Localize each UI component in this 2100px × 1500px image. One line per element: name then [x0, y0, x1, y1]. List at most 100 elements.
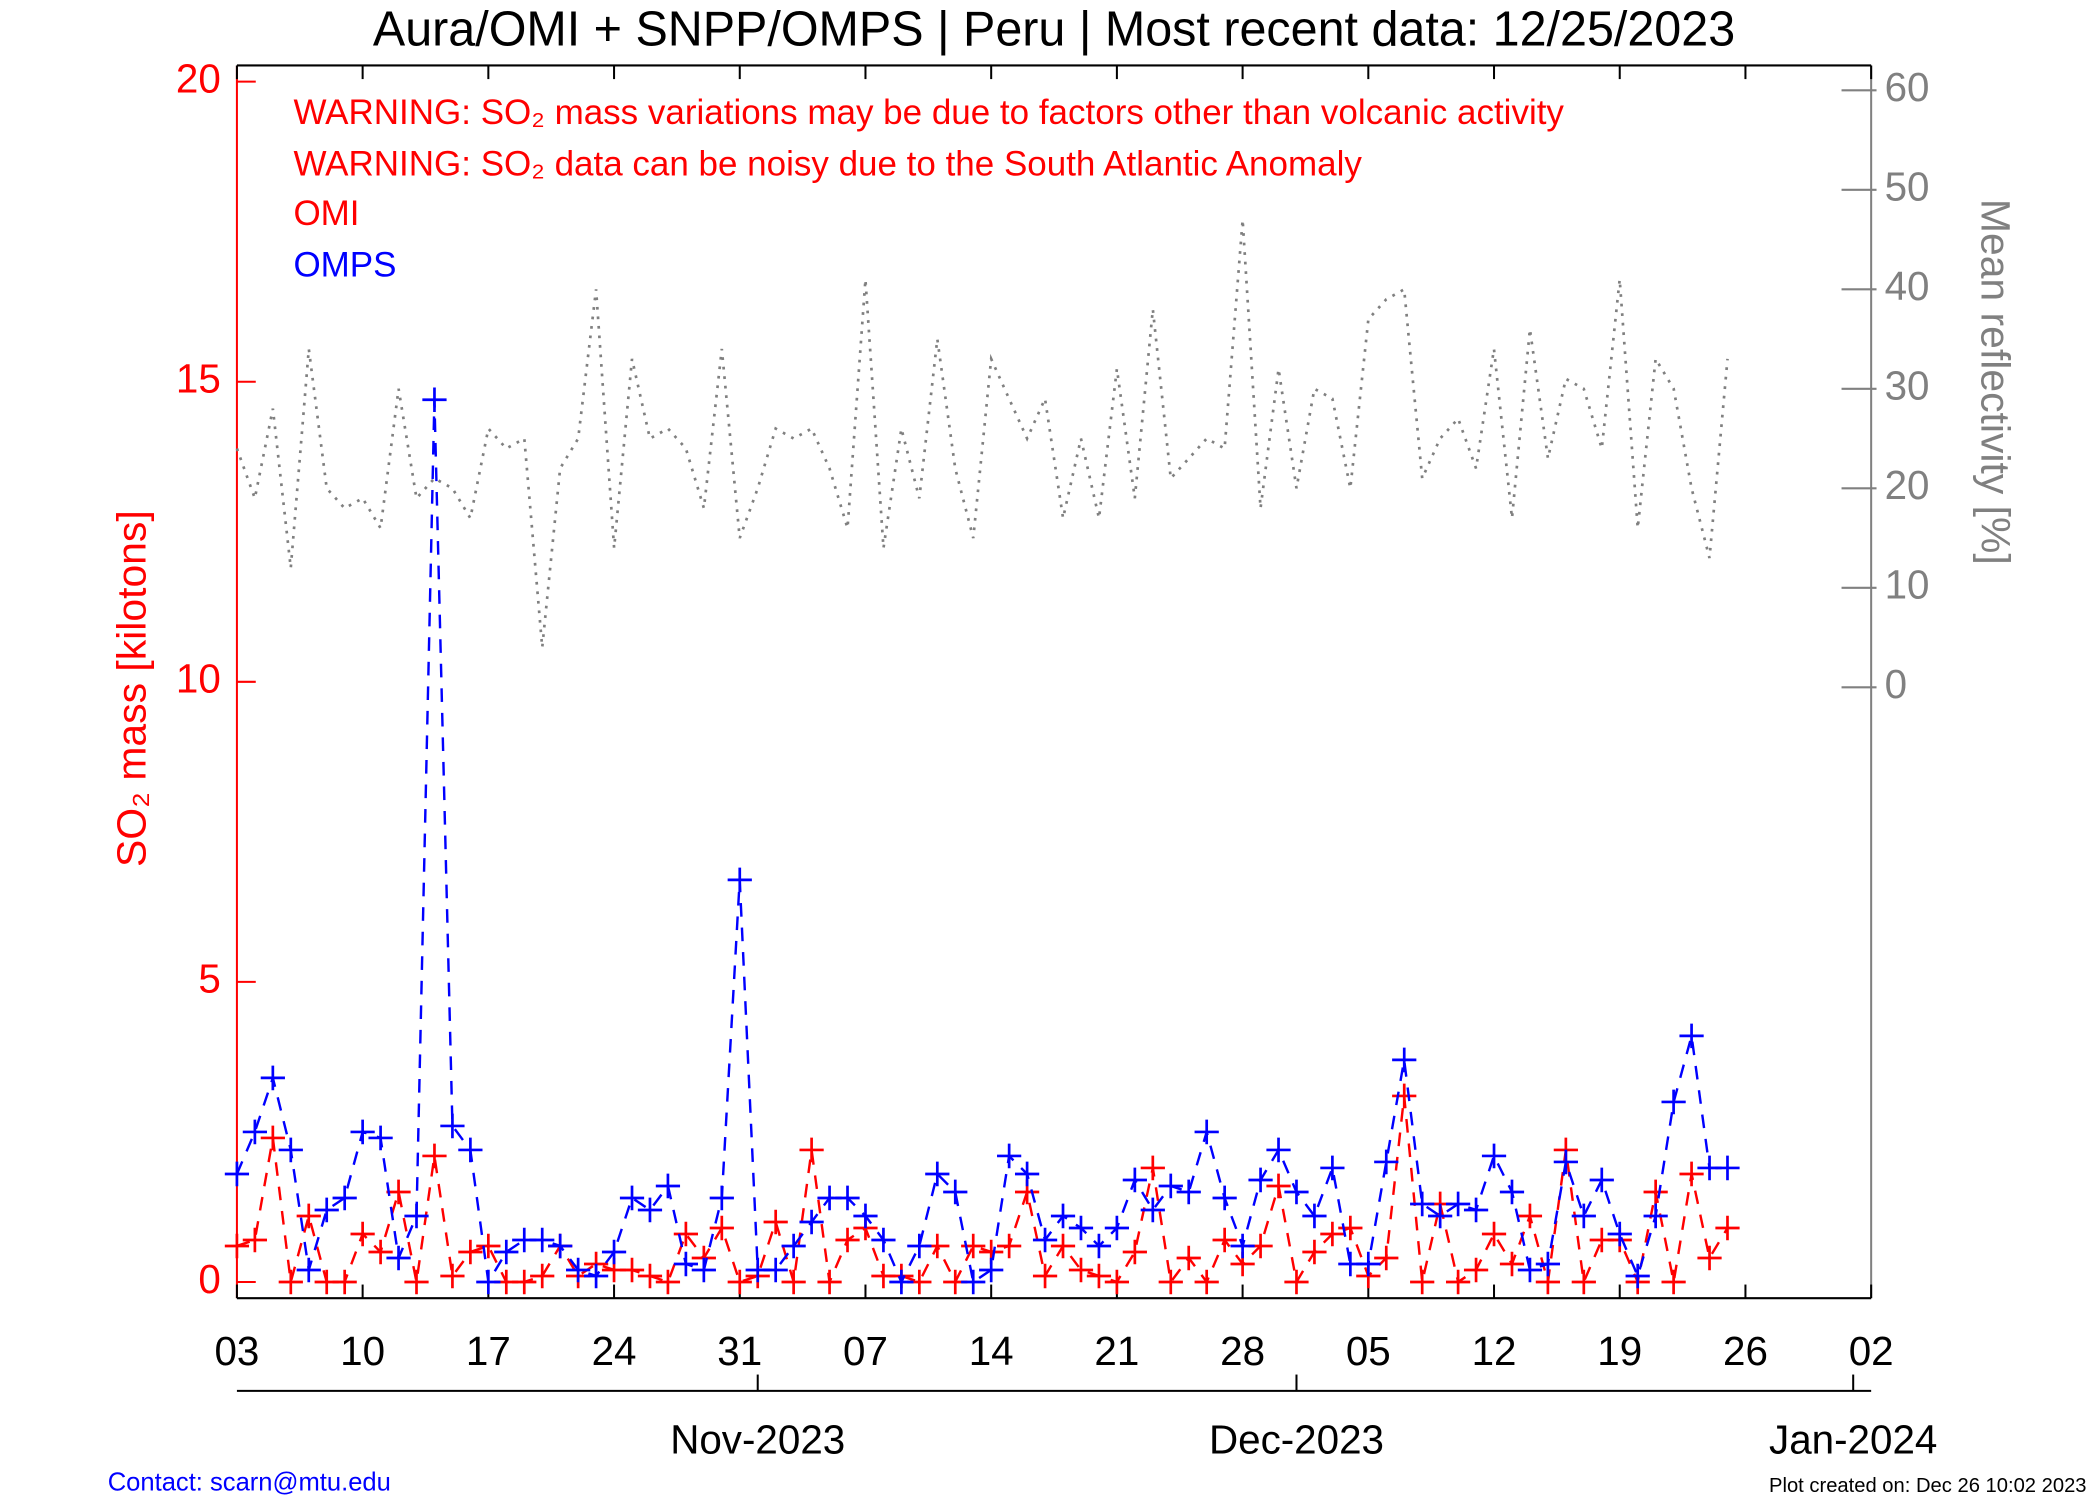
plus-marker: [853, 1203, 878, 1229]
plus-marker: [1481, 1221, 1507, 1247]
plus-marker: [1715, 1215, 1740, 1241]
plus-marker: [1194, 1119, 1219, 1145]
plus-marker: [1715, 1155, 1740, 1181]
y-tick-label: 15: [176, 355, 221, 401]
plus-marker: [440, 1263, 465, 1289]
plus-marker: [1679, 1161, 1704, 1187]
plus-marker: [817, 1269, 842, 1295]
plus-marker: [1410, 1191, 1435, 1217]
plus-marker: [709, 1215, 734, 1241]
x-tick-label: 24: [592, 1328, 637, 1374]
plus-marker: [242, 1227, 267, 1253]
plus-marker: [961, 1269, 986, 1295]
plus-marker: [889, 1269, 914, 1295]
plus-marker: [763, 1209, 788, 1235]
plus-marker: [350, 1221, 375, 1247]
plus-marker: [368, 1239, 393, 1265]
chart-title: Aura/OMI + SNPP/OMPS | Peru | Most recen…: [373, 2, 1735, 56]
plus-marker: [601, 1239, 627, 1265]
plus-marker: [530, 1263, 555, 1289]
plus-marker: [583, 1263, 609, 1289]
plus-marker: [440, 1113, 465, 1139]
series-line: [236, 1095, 1729, 1287]
plus-marker: [1428, 1203, 1453, 1229]
plus-marker: [260, 1065, 285, 1091]
x-tick-label: 10: [340, 1328, 385, 1374]
plus-marker: [1571, 1203, 1596, 1229]
plus-marker: [314, 1197, 339, 1223]
plus-marker: [1086, 1263, 1112, 1289]
plus-marker: [925, 1161, 950, 1187]
legend-entry: OMPS: [293, 245, 396, 284]
plus-marker: [1014, 1161, 1040, 1187]
plus-marker: [1481, 1143, 1507, 1169]
plus-marker: [422, 387, 447, 413]
plus-marker: [1140, 1155, 1165, 1181]
plus-marker: [1445, 1269, 1471, 1295]
plus-marker: [1392, 1047, 1417, 1073]
plus-marker: [1050, 1203, 1076, 1229]
plus-marker: [1571, 1269, 1596, 1295]
plus-marker: [835, 1185, 860, 1211]
month-tick-label: Jan-2024: [1769, 1416, 1937, 1462]
plus-marker: [1140, 1197, 1165, 1223]
x-tick-label: 31: [717, 1328, 762, 1374]
plus-marker: [1338, 1215, 1363, 1241]
y2-tick-label: 0: [1885, 661, 1907, 707]
y-tick-label: 20: [176, 55, 221, 101]
plus-marker: [1212, 1185, 1237, 1211]
plus-marker: [422, 1143, 447, 1169]
plus-marker: [1661, 1089, 1686, 1115]
x-tick-label: 12: [1472, 1328, 1517, 1374]
plus-marker: [907, 1233, 932, 1259]
plus-marker: [1697, 1245, 1722, 1271]
plus-marker: [242, 1119, 267, 1145]
plus-marker: [458, 1137, 483, 1163]
y-tick-label: 5: [198, 955, 220, 1001]
plus-marker: [1392, 1083, 1417, 1109]
warning: WARNING: SO₂ data can be noisy due to th…: [293, 145, 1362, 184]
contact: Contact: scarn@mtu.edu: [108, 1468, 391, 1496]
plus-marker: [637, 1197, 663, 1223]
plus-marker: [1248, 1167, 1273, 1193]
plus-marker: [332, 1185, 357, 1211]
plus-marker: [1194, 1269, 1219, 1295]
x-tick-label: 03: [214, 1328, 259, 1374]
plus-marker: [1607, 1221, 1632, 1247]
x-tick-label: 17: [466, 1328, 511, 1374]
plus-marker: [1122, 1167, 1147, 1193]
plus-marker: [296, 1203, 321, 1229]
plus-marker: [979, 1257, 1004, 1283]
plus-marker: [1320, 1155, 1345, 1181]
plus-marker: [1463, 1197, 1489, 1223]
plus-marker: [1212, 1227, 1237, 1253]
plus-marker: [673, 1251, 699, 1277]
plus-marker: [1266, 1137, 1291, 1163]
month-tick-label: Dec-2023: [1209, 1416, 1384, 1462]
plus-marker: [727, 867, 752, 893]
y2-tick-label: 50: [1885, 163, 1930, 209]
y2-tick-label: 10: [1885, 561, 1930, 607]
plus-marker: [1284, 1179, 1309, 1205]
plus-marker: [494, 1239, 519, 1265]
plus-marker: [871, 1227, 896, 1253]
plus-marker: [1230, 1233, 1255, 1259]
plus-marker: [350, 1119, 375, 1145]
plus-marker: [458, 1239, 483, 1265]
plus-marker: [332, 1269, 357, 1295]
x-tick-label: 28: [1220, 1328, 1265, 1374]
plus-marker: [997, 1143, 1022, 1169]
plus-marker: [404, 1269, 429, 1295]
plus-marker: [1356, 1251, 1381, 1277]
plus-marker: [512, 1269, 537, 1295]
plus-marker: [943, 1179, 968, 1205]
plus-marker: [1517, 1257, 1543, 1283]
plus-marker: [1086, 1233, 1112, 1259]
plus-marker: [1104, 1215, 1130, 1241]
plus-marker: [1122, 1239, 1147, 1265]
x-tick-label: 14: [969, 1328, 1014, 1374]
y-tick-label: 0: [198, 1256, 220, 1302]
plus-marker: [1302, 1203, 1327, 1229]
x-tick-label: 26: [1723, 1328, 1768, 1374]
